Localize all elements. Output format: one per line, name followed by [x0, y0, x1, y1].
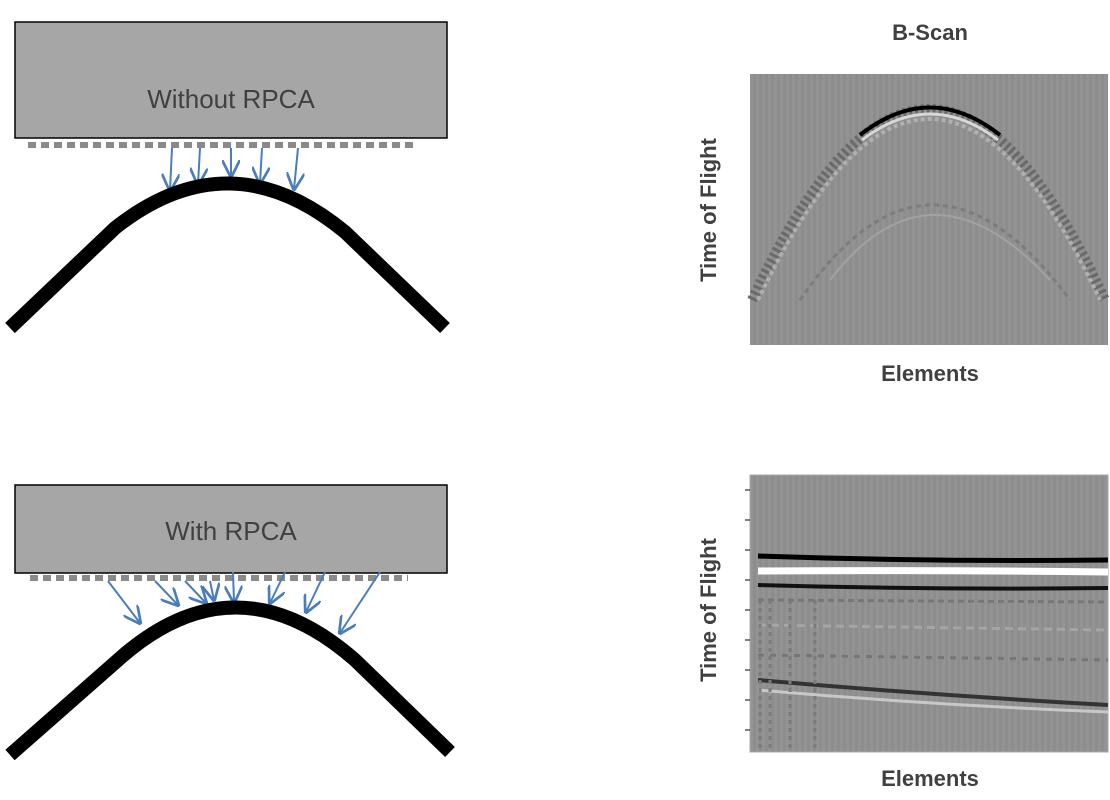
diagram: Without RPCA With RPCA B-Scan	[0, 0, 1110, 800]
y-axis-label: Time of Flight	[696, 537, 721, 681]
x-axis-label: Elements	[881, 766, 979, 791]
bscan-title: B-Scan	[892, 20, 968, 45]
probe-label: With RPCA	[165, 516, 297, 546]
surface	[10, 608, 450, 756]
probe-box	[15, 22, 447, 138]
probe-label: Without RPCA	[147, 84, 315, 114]
panel-with: With RPCA	[10, 485, 450, 755]
y-axis-label: Time of Flight	[696, 137, 721, 281]
panel-without: Without RPCA	[10, 22, 447, 328]
bscan-image	[745, 475, 1108, 752]
surface	[10, 183, 445, 328]
bscan-image	[750, 74, 1108, 345]
x-axis-label: Elements	[881, 361, 979, 386]
